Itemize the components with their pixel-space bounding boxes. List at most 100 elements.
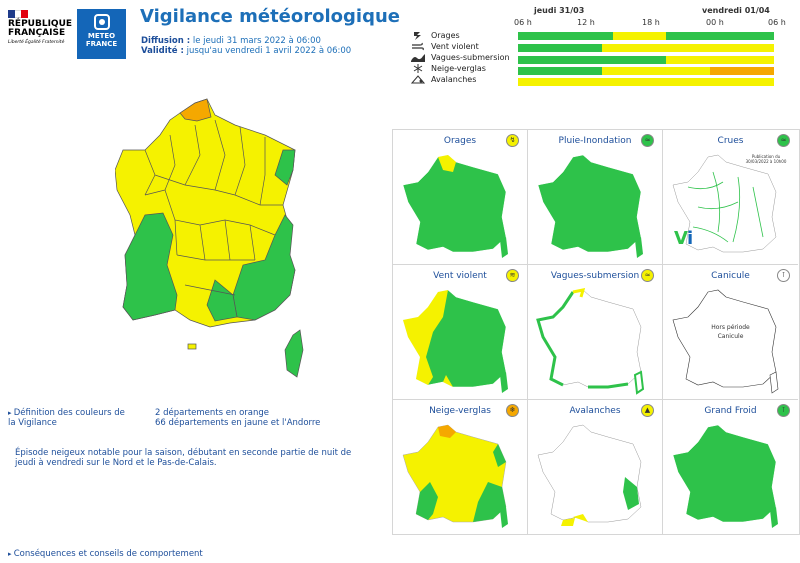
timeline-label: Orages (431, 31, 460, 40)
timeline-bar[interactable] (518, 78, 774, 86)
timeline-label: Avalanches (431, 75, 477, 84)
thermometer-icon: ⊺ (777, 269, 790, 282)
map-card-orages[interactable]: Orages ↯ (393, 130, 528, 265)
map-card-title: Vagues-submersion (550, 271, 640, 281)
meteo-france-emblem-icon (93, 14, 110, 30)
timeline-row-neige: Neige-verglas (411, 63, 486, 74)
color-definition-link[interactable]: ▸ Définition des couleurs de la Vigilanc… (8, 408, 128, 428)
lightning-icon (414, 32, 421, 40)
timeline-hour: 18 h (642, 18, 660, 27)
svg-text:V: V (674, 228, 688, 249)
timeline-segment-yellow (602, 67, 710, 75)
map-crues: V i (672, 154, 777, 253)
timeline-segment-yellow (602, 44, 774, 52)
timeline-row-vagues: Vagues-submersion (411, 52, 510, 63)
meteo-france-logo[interactable]: METEO FRANCE (77, 9, 126, 59)
map-card-grand-froid[interactable]: Grand Froid ⊺ (663, 400, 798, 535)
map-card-canicule[interactable]: Canicule ⊺ Hors période Canicule (663, 265, 798, 400)
canicule-note: Hors période Canicule (711, 324, 750, 340)
wave-icon: ≈ (641, 269, 654, 282)
timeline-hour: 00 h (706, 18, 724, 27)
map-card-title: Vent violent (433, 271, 487, 281)
republique-francaise-name: RÉPUBLIQUE FRANÇAISE (8, 19, 73, 38)
map-pluie-inondation (537, 154, 643, 258)
french-flag-icon (8, 10, 29, 18)
timeline-day1: jeudi 31/03 (534, 6, 585, 15)
region-green (274, 149, 296, 186)
timeline-bar[interactable] (518, 56, 774, 64)
consequences-label: Conséquences et conseils de comportement (13, 549, 203, 559)
map-card-title: Grand Froid (704, 406, 757, 416)
crues-publication-note: Publication du 30/03/2022 à 10h00 (745, 154, 787, 164)
timeline-day2: vendredi 01/04 (702, 6, 770, 15)
main-vigilance-map[interactable] (115, 95, 315, 380)
map-card-title: Orages (443, 136, 477, 146)
arrow-right-icon: ▸ (8, 409, 14, 417)
rain-icon: ≈ (641, 134, 654, 147)
hazard-map-grid: Orages ↯ Pluie-Inondation ≈ Crues ≈ V i … (392, 129, 800, 535)
corsica-green (284, 329, 304, 378)
map-neige-verglas (402, 424, 508, 528)
issue-info: Diffusion : le jeudi 31 mars 2022 à 06:0… (141, 36, 351, 56)
timeline-segment-green (518, 67, 603, 75)
flood-icon: ≈ (777, 134, 790, 147)
timeline-hour: 12 h (577, 18, 595, 27)
region-green (206, 279, 238, 322)
map-avalanches (537, 424, 642, 526)
avalanche-icon: ▲ (641, 404, 654, 417)
validite-label: Validité : (141, 46, 184, 56)
map-grand-froid (672, 424, 778, 528)
map-orages (402, 154, 508, 258)
map-card-vent[interactable]: Vent violent ≋ (393, 265, 528, 400)
timeline-label: Vagues-submersion (431, 53, 510, 62)
republique-francaise-motto: Liberté Égalité Fraternité (8, 40, 65, 45)
diffusion-value: le jeudi 31 mars 2022 à 06:00 (192, 36, 321, 46)
map-canicule (672, 289, 779, 394)
andorra-yellow (187, 343, 197, 350)
timeline-segment-green (518, 56, 667, 64)
map-card-crues[interactable]: Crues ≈ V i Publication du 30/03/2022 à … (663, 130, 798, 265)
timeline-segment-green (518, 32, 613, 40)
timeline-label: Neige-verglas (431, 64, 486, 73)
consequences-link[interactable]: ▸ Conséquences et conseils de comporteme… (8, 549, 268, 559)
map-card-avalanches[interactable]: Avalanches ▲ (528, 400, 663, 535)
yellow-count: 66 départements en jaune et l'Andorre (155, 418, 321, 428)
timeline-bar[interactable] (518, 44, 774, 52)
timeline-segment-yellow (518, 78, 774, 86)
timeline-segment-green (666, 32, 774, 40)
department-counts: 2 départements en orange 66 départements… (155, 408, 375, 428)
snowflake-icon: ❄ (506, 404, 519, 417)
svg-text:i: i (687, 228, 693, 249)
lightning-icon: ↯ (506, 134, 519, 147)
timeline-segment-orange (709, 67, 774, 75)
wind-icon: ≋ (506, 269, 519, 282)
timeline-row-orages: Orages (411, 30, 460, 41)
wave-icon (411, 54, 425, 62)
map-card-neige[interactable]: Neige-verglas ❄ (393, 400, 528, 535)
timeline-hour: 06 h (768, 18, 786, 27)
timeline-segment-yellow (666, 56, 774, 64)
map-card-vagues[interactable]: Vagues-submersion ≈ (528, 265, 663, 400)
timeline-bar[interactable] (518, 67, 774, 75)
map-card-title: Neige-verglas (429, 406, 491, 416)
meteo-france-label: METEO FRANCE (85, 32, 118, 48)
page-title: Vigilance météorologique (140, 6, 400, 27)
color-definition-label: Définition des couleurs de la Vigilance (8, 408, 125, 428)
thermometer-icon: ⊺ (777, 404, 790, 417)
avalanche-icon (411, 75, 425, 84)
republique-francaise-logo: RÉPUBLIQUE FRANÇAISE Liberté Égalité Fra… (8, 10, 73, 45)
map-card-pluie[interactable]: Pluie-Inondation ≈ (528, 130, 663, 265)
orange-count: 2 départements en orange (155, 408, 269, 418)
timeline-segment-green (518, 44, 603, 52)
timeline-label: Vent violent (431, 42, 479, 51)
map-card-title: Crues (717, 136, 744, 146)
timeline-bar[interactable] (518, 32, 774, 40)
bulletin-text: Épisode neigeux notable pour la saison, … (15, 448, 352, 468)
wind-icon (412, 42, 424, 51)
map-card-title: Pluie-Inondation (558, 136, 632, 146)
map-card-title: Avalanches (569, 406, 621, 416)
validite-value: jusqu'au vendredi 1 avril 2022 à 06:00 (186, 46, 352, 56)
diffusion-label: Diffusion : (141, 36, 191, 46)
timeline-hour: 06 h (514, 18, 532, 27)
timeline-row-avalanches: Avalanches (411, 74, 476, 85)
